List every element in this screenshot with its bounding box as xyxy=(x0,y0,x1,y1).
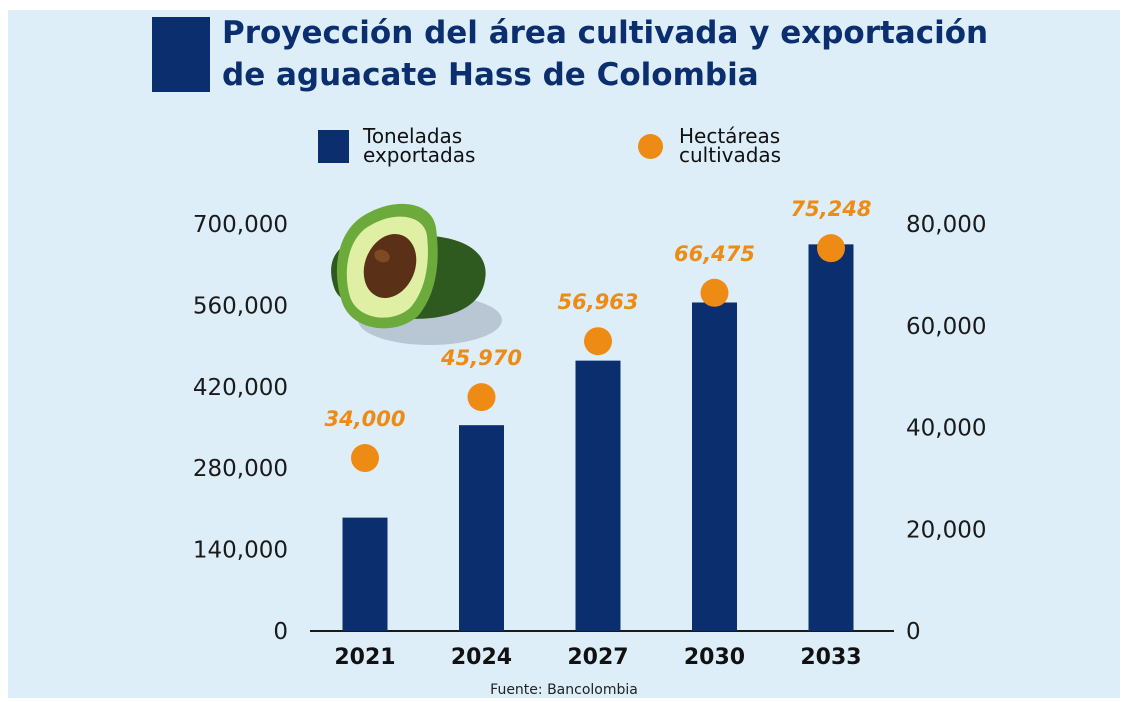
dot-2024 xyxy=(467,383,496,412)
chart-title: Proyección del área cultivada y exportac… xyxy=(222,12,1082,96)
left-tick-label: 140,000 xyxy=(193,538,288,564)
dot-label-2021: 34,000 xyxy=(324,407,405,431)
left-tick-label: 560,000 xyxy=(193,293,288,319)
dot-label-2033: 75,248 xyxy=(790,197,871,221)
legend-bar-label: Toneladas exportadas xyxy=(363,124,476,167)
right-tick-label: 0 xyxy=(906,619,921,645)
bar-2033 xyxy=(808,244,854,631)
legend-bar-swatch xyxy=(318,129,349,163)
left-tick-label: 420,000 xyxy=(193,375,288,401)
dot-label-2030: 66,475 xyxy=(674,242,755,266)
left-axis: 0 140,000 280,000 420,000 560,000 700,000 xyxy=(193,212,288,645)
legend-item-dots: Hectáreas cultivadas xyxy=(638,124,782,167)
dot-series: 34,000 45,970 56,963 66,475 75,248 xyxy=(324,197,872,473)
dot-2027 xyxy=(584,327,612,356)
x-axis-labels: 2021 2024 2027 2030 2033 xyxy=(334,645,861,670)
x-label-2030: 2030 xyxy=(684,645,745,670)
avocado-icon xyxy=(331,203,502,345)
right-tick-label: 80,000 xyxy=(906,212,986,238)
bar-2030 xyxy=(692,302,737,631)
right-axis: 0 20,000 40,000 60,000 80,000 xyxy=(906,212,986,645)
source-note: Fuente: Bancolombia xyxy=(490,682,638,698)
right-tick-label: 20,000 xyxy=(906,517,986,543)
dot-label-2027: 56,963 xyxy=(557,290,638,314)
x-label-2027: 2027 xyxy=(567,645,628,670)
bar-series xyxy=(342,244,854,631)
left-tick-label: 700,000 xyxy=(193,212,288,238)
legend-item-bars: Toneladas exportadas xyxy=(318,124,476,167)
title-line-2: de aguacate Hass de Colombia xyxy=(222,57,759,93)
x-label-2024: 2024 xyxy=(451,645,512,670)
title-line-1: Proyección del área cultivada y exportac… xyxy=(222,15,989,51)
x-label-2033: 2033 xyxy=(800,645,861,670)
bar-2024 xyxy=(459,425,504,631)
right-tick-label: 40,000 xyxy=(906,416,986,442)
dot-2021 xyxy=(351,444,379,473)
right-tick-label: 60,000 xyxy=(906,314,986,340)
dot-2030 xyxy=(700,278,729,307)
bar-2027 xyxy=(575,360,621,631)
bar-2021 xyxy=(342,517,388,631)
left-tick-label: 0 xyxy=(273,619,288,645)
dot-label-2024: 45,970 xyxy=(440,346,522,370)
x-label-2021: 2021 xyxy=(334,645,395,670)
legend-dot-swatch xyxy=(638,133,663,159)
chart-panel xyxy=(8,10,1120,698)
legend-dot-label: Hectáreas cultivadas xyxy=(679,124,782,167)
left-tick-label: 280,000 xyxy=(193,456,288,482)
dot-2033 xyxy=(817,234,845,263)
title-accent-block xyxy=(152,17,210,92)
